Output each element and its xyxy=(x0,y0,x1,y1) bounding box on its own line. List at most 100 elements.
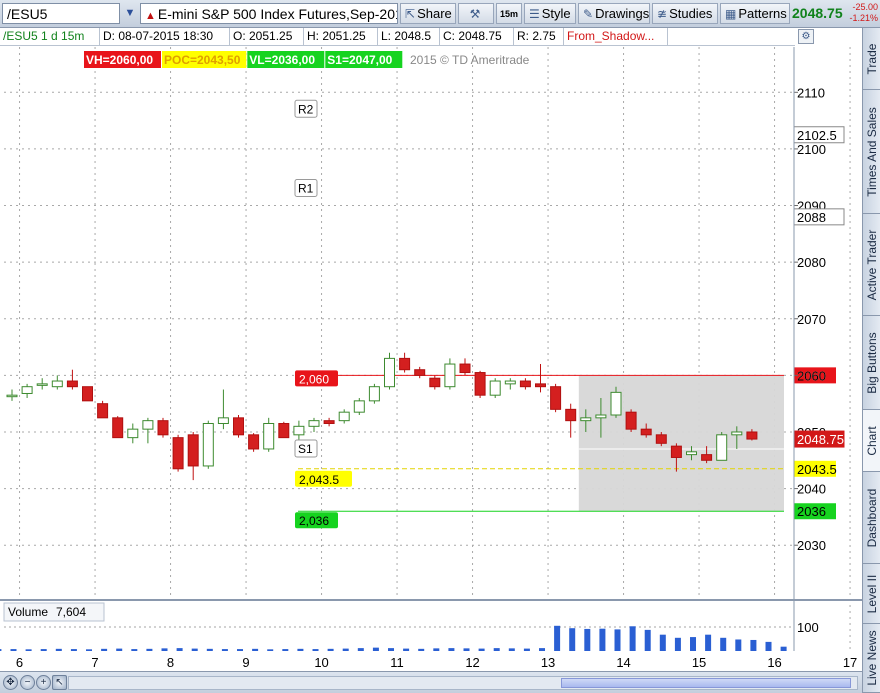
candles xyxy=(6,352,758,481)
info-high: H: 2051.25 xyxy=(304,28,378,46)
side-tab-live-news[interactable]: Live News xyxy=(863,624,880,693)
candle-body xyxy=(701,454,713,461)
info-study-name[interactable]: From_Shadow... xyxy=(564,28,668,46)
patterns-button[interactable]: ▦ Patterns xyxy=(720,3,790,24)
volume-axis-label: 100 xyxy=(797,620,819,635)
price-chart[interactable]: 2,060 2060 2,043.5 2043.5 2,036 2036 R2 R1 S1 V… xyxy=(0,0,862,671)
volume-bar xyxy=(267,649,274,651)
style-button[interactable]: ☰ Style xyxy=(524,3,576,24)
x-tick-label: 9 xyxy=(242,655,249,670)
axis-marker-label: 2048.75 xyxy=(797,432,844,447)
zoom-in-icon[interactable]: + xyxy=(36,675,51,690)
volume-bar xyxy=(614,629,621,651)
candle-body xyxy=(565,408,577,422)
side-tab-dashboard[interactable]: Dashboard xyxy=(863,472,880,564)
side-tab-chart[interactable]: Chart xyxy=(863,410,880,472)
study-badges: VH=2060,00 POC=2043,50 VL=2036,00 S1=204… xyxy=(84,51,403,68)
volume-bar xyxy=(599,628,606,651)
candle-body xyxy=(353,400,365,413)
axis-label-vl: 2036 xyxy=(797,504,826,519)
side-tab-level-ii[interactable]: Level II xyxy=(863,564,880,624)
volume-profile xyxy=(578,375,784,512)
value-area-box xyxy=(578,375,784,512)
description-text: E-mini S&P 500 Index Futures,Sep-201... xyxy=(157,6,398,22)
pivot-box-r2 xyxy=(294,99,318,118)
price-axis-markers: 2102.5 2088 2048.75 xyxy=(793,126,845,448)
scrollbar-thumb[interactable] xyxy=(561,678,851,688)
candle-body xyxy=(474,372,486,396)
volume-bar xyxy=(146,648,153,651)
axis-marker-label: 2102.5 xyxy=(797,128,837,143)
badge-vl-bg xyxy=(247,51,325,68)
volume-bar xyxy=(327,648,334,651)
side-tab-big-buttons[interactable]: Big Buttons xyxy=(863,316,880,410)
candle-body xyxy=(36,383,48,386)
volume-bar xyxy=(478,648,485,651)
symbol-description[interactable]: ▲ E-mini S&P 500 Index Futures,Sep-201... xyxy=(140,3,398,24)
volume-bar xyxy=(629,626,636,651)
pivot-label-r1: R1 xyxy=(298,182,314,196)
pan-icon[interactable]: ✥ xyxy=(3,675,18,690)
x-tick-label: 8 xyxy=(167,655,174,670)
volume-bar xyxy=(176,648,183,651)
candle-body xyxy=(731,431,743,436)
tools-button[interactable]: ⚒ xyxy=(458,3,494,24)
candle-body xyxy=(217,417,229,424)
candle-body xyxy=(127,428,139,439)
candle-body xyxy=(640,428,652,436)
price-plot-area[interactable] xyxy=(4,47,794,599)
candle-body xyxy=(399,357,411,371)
pivot-label-s1: S1 xyxy=(298,442,313,456)
badge-s1-bg xyxy=(325,51,403,68)
volume-bar xyxy=(388,648,395,651)
candle-body xyxy=(308,420,320,427)
dropdown-icon[interactable]: ▼ xyxy=(124,7,136,19)
price-change: -25.00 -1.21% xyxy=(844,2,878,24)
volume-bar xyxy=(55,648,62,651)
candle-body xyxy=(519,380,531,388)
badge-vh-text: VH=2060,00 xyxy=(86,53,153,67)
candle-body xyxy=(686,451,697,456)
settings-icon[interactable]: ⚙ xyxy=(798,29,814,44)
cursor-icon[interactable]: ↖ xyxy=(52,675,67,690)
y-tick-label: 2070 xyxy=(797,312,826,327)
share-icon: ⇱ xyxy=(405,7,416,21)
axis-marker-label: 2088 xyxy=(797,210,826,225)
drawings-label: Drawings xyxy=(595,6,650,21)
patterns-label: Patterns xyxy=(738,6,787,21)
share-button[interactable]: ⇱ Share xyxy=(400,3,456,24)
badge-s1-text: S1=2047,00 xyxy=(327,53,392,67)
axis-label-vh: 2060 xyxy=(797,368,826,383)
price-axis[interactable]: 203020402050206020702080209021002110 xyxy=(794,85,826,553)
y-tick-label: 2100 xyxy=(797,142,826,157)
volume-bar xyxy=(463,648,470,651)
symbol-input[interactable]: /ESU5 xyxy=(2,3,120,24)
volume-bar xyxy=(765,641,772,651)
side-tab-trade[interactable]: Trade xyxy=(863,28,880,90)
toolbar: /ESU5 ▼ ▲ E-mini S&P 500 Index Futures,Se… xyxy=(0,0,880,28)
candle-body xyxy=(368,386,380,402)
info-low: L: 2048.5 xyxy=(378,28,440,46)
y-tick-label: 2080 xyxy=(797,255,826,270)
side-tab-times-and-sales[interactable]: Times And Sales xyxy=(863,90,880,214)
axis-label-poc: 2043.5 xyxy=(797,462,837,477)
volume-bar xyxy=(569,628,576,651)
time-axis-area[interactable] xyxy=(0,651,862,671)
drawings-button[interactable]: ✎ Drawings xyxy=(578,3,650,24)
zoom-out-icon[interactable]: − xyxy=(20,675,35,690)
studies-button[interactable]: ≇ Studies xyxy=(652,3,718,24)
axis-label-bg-vh xyxy=(794,367,836,384)
interval-button[interactable]: 15m xyxy=(496,3,522,24)
share-label: Share xyxy=(417,6,452,21)
x-tick-label: 7 xyxy=(91,655,98,670)
candle-body xyxy=(112,417,124,439)
candle-body xyxy=(278,422,290,439)
volume-bar xyxy=(10,649,17,651)
badge-poc-bg xyxy=(162,51,247,68)
badge-vl-text: VL=2036,00 xyxy=(249,53,315,67)
volume-bar xyxy=(237,649,244,651)
info-symbol-period[interactable]: /ESU5 1 d 15m xyxy=(0,28,100,46)
side-tab-active-trader[interactable]: Active Trader xyxy=(863,214,880,316)
horizontal-scrollbar[interactable] xyxy=(68,676,858,690)
volume-bar xyxy=(191,648,198,651)
